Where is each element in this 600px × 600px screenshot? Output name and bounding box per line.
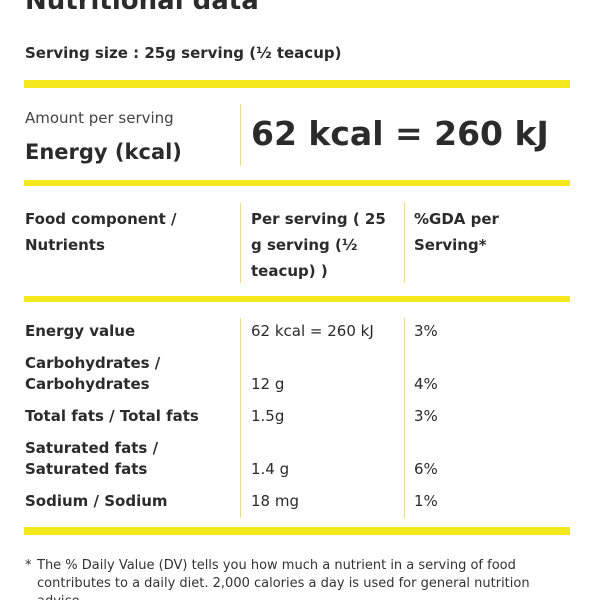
per-serving-value: 18 mg <box>251 492 299 510</box>
footnote: * The % Daily Value (DV) tells you how m… <box>25 557 565 600</box>
page-title: Nutritional data <box>25 0 259 16</box>
energy-value: 62 kcal = 260 kJ <box>251 114 549 153</box>
header-divider-1 <box>240 203 241 283</box>
gda-value: 4% <box>414 375 438 393</box>
divider-bar-top <box>24 80 570 88</box>
per-serving-value: 12 g <box>251 375 285 393</box>
gda-value: 6% <box>414 460 438 478</box>
nutrient-name: Carbohydrates / Carbohydrates <box>25 354 161 393</box>
divider-bar-header <box>24 296 570 302</box>
per-serving-value: 62 kcal = 260 kJ <box>251 322 374 340</box>
header-gda: %GDA per Serving* <box>414 210 499 254</box>
gda-value: 1% <box>414 492 438 510</box>
nutrient-name: Energy value <box>25 322 136 340</box>
energy-divider <box>240 104 241 166</box>
per-serving-value: 1.4 g <box>251 460 290 478</box>
serving-size: Serving size : 25g serving (½ teacup) <box>25 44 342 62</box>
divider-bar-bottom <box>24 527 570 535</box>
nutrient-name: Saturated fats / Saturated fats <box>25 439 159 478</box>
table-divider-2 <box>404 318 405 518</box>
table-divider-1 <box>240 318 241 518</box>
nutrient-name: Total fats / Total fats <box>25 407 199 425</box>
header-per-serving: Per serving ( 25 g serving (½ teacup) ) <box>251 210 386 280</box>
amount-per-serving-label: Amount per serving <box>25 109 174 127</box>
nutrient-name: Sodium / Sodium <box>25 492 168 510</box>
per-serving-value: 1.5g <box>251 407 285 425</box>
header-nutrients: Food component / Nutrients <box>25 210 177 254</box>
footnote-text: The % Daily Value (DV) tells you how muc… <box>37 558 530 600</box>
energy-label: Energy (kcal) <box>25 140 182 164</box>
divider-bar-energy <box>24 180 570 186</box>
gda-value: 3% <box>414 322 438 340</box>
footnote-marker: * <box>25 558 32 573</box>
gda-value: 3% <box>414 407 438 425</box>
header-divider-2 <box>404 203 405 283</box>
